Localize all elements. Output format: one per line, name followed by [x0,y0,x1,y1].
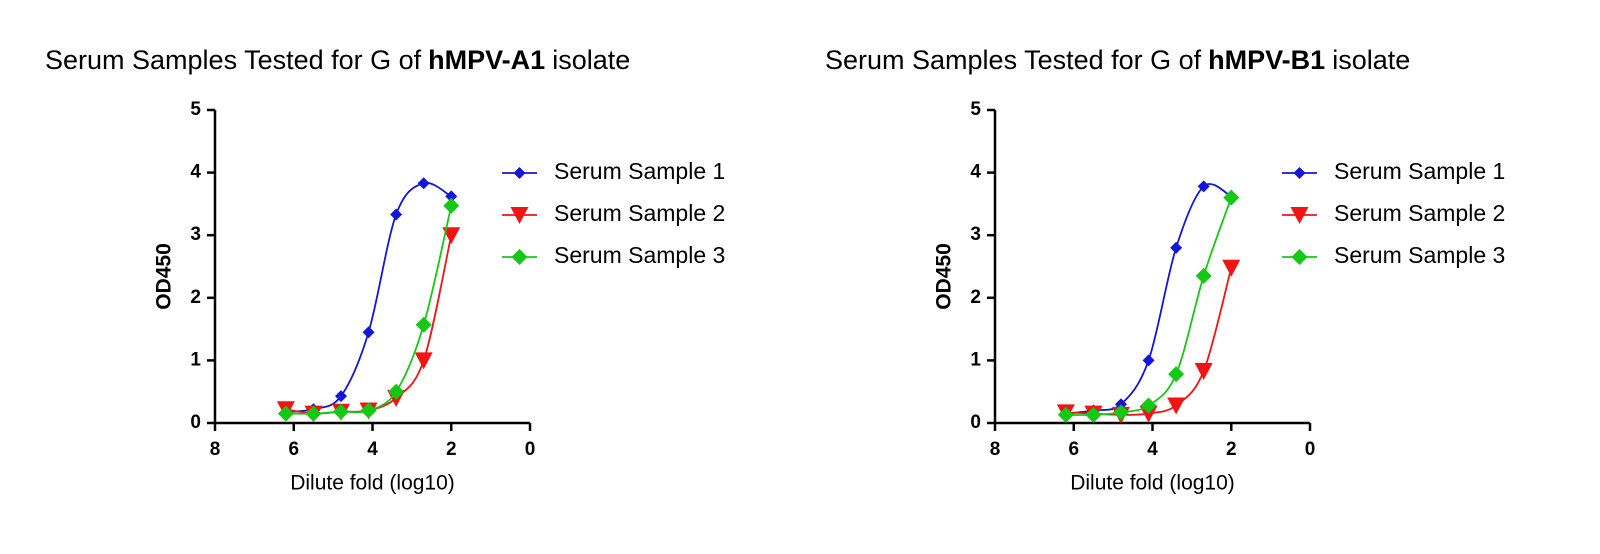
x-tick-label: 8 [990,439,1001,460]
x-tick-label: 2 [446,439,457,460]
marker [305,405,322,422]
marker [360,402,377,419]
y-tick-label: 0 [970,412,981,433]
marker [362,326,375,339]
marker [1057,406,1074,423]
x-tick-label: 0 [525,439,536,460]
y-tick-label: 5 [970,99,981,120]
x-tick-label: 8 [210,439,221,460]
legend-marker [1293,167,1306,179]
marker [1223,189,1240,206]
marker [443,197,460,214]
marker [1142,354,1155,367]
fit-curve [285,205,453,415]
legend-marker [510,207,529,224]
y-axis-title: OD450 [153,243,176,310]
title-emphasis: hMPV-A1 [428,45,545,75]
y-tick-label: 2 [970,287,981,308]
legend-label: Serum Sample 1 [554,158,725,184]
y-tick-label: 3 [970,224,981,245]
title-prefix: Serum Samples Tested for G of [825,45,1202,75]
x-tick-label: 4 [367,439,378,460]
chart-title: Serum Samples Tested for G of hMPV-B1 isol… [825,45,1410,75]
title-suffix: isolate [552,45,630,75]
title-suffix: isolate [1332,45,1410,75]
legend-marker [513,167,526,179]
marker [442,227,461,245]
marker [415,316,432,333]
y-tick-label: 1 [970,349,981,370]
y-tick-label: 2 [190,287,201,308]
y-tick-label: 4 [190,162,201,183]
x-axis-title: Dilute fold (log10) [290,472,455,495]
legend-label: Serum Sample 2 [1334,200,1505,226]
title-prefix: Serum Samples Tested for G of [45,45,422,75]
y-tick-label: 4 [970,162,981,183]
legend-marker [1290,207,1309,224]
legend-marker [1291,249,1308,265]
marker [1197,180,1210,193]
marker [333,403,349,420]
marker [1194,363,1213,381]
x-tick-label: 2 [1226,439,1237,460]
x-tick-label: 6 [1068,439,1079,460]
marker [1085,406,1102,423]
marker [445,190,458,203]
marker [1167,397,1186,415]
legend-marker [511,249,528,265]
legend-label: Serum Sample 1 [1334,158,1505,184]
legend-label: Serum Sample 2 [554,200,725,226]
marker [388,383,405,400]
marker [277,405,294,422]
x-tick-label: 6 [288,439,299,460]
marker [1139,405,1158,423]
marker [417,177,430,190]
fit-curve [1065,267,1233,416]
marker [1113,404,1129,421]
marker [414,352,433,370]
marker [1195,267,1212,284]
x-axis-title: Dilute fold (log10) [1070,472,1235,495]
y-axis-title: OD450 [933,243,956,310]
fit-curve [1065,197,1233,416]
y-tick-label: 0 [190,412,201,433]
fit-curve [1065,183,1232,415]
y-tick-label: 1 [190,349,201,370]
x-tick-label: 4 [1147,439,1158,460]
marker [1168,366,1185,383]
fit-curve [285,181,452,413]
marker [335,390,347,403]
marker [1140,397,1157,414]
title-emphasis: hMPV-B1 [1208,45,1325,75]
legend-label: Serum Sample 3 [1334,242,1505,268]
y-tick-label: 5 [190,99,201,120]
legend-label: Serum Sample 3 [554,242,725,268]
chart-title: Serum Samples Tested for G of hMPV-A1 isol… [45,45,630,75]
marker [390,208,403,221]
marker [1170,241,1183,254]
y-tick-label: 3 [190,224,201,245]
marker [1222,259,1241,277]
x-tick-label: 0 [1305,439,1316,460]
